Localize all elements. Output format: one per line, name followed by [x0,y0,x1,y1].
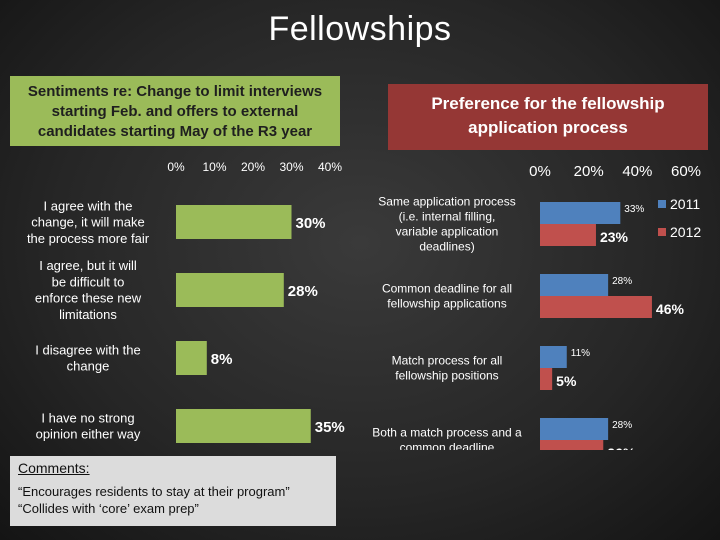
category-label: Same application process (i.e. internal f… [378,195,515,254]
bar [176,273,284,307]
preference-heading-box: Preference for the fellowship applicatio… [388,84,708,150]
bar [176,341,207,375]
data-label: 8% [211,351,233,368]
bar-2012 [540,368,553,390]
data-label: 28% [612,420,632,431]
x-tick-label: 20% [241,160,265,174]
comment-line: “Encourages residents to stay at their p… [18,484,290,499]
data-label: 33% [624,204,644,215]
data-label: 35% [315,419,345,436]
slide-title: Fellowships [268,10,452,48]
preference-bar-chart: 0% 20% 40% 60% Same application process (i.e.… [372,163,701,450]
data-label: 11% [571,348,590,359]
legend-label: 2012 [670,224,701,240]
legend-swatch-2012 [658,228,666,236]
bar-2012 [540,296,652,318]
bar-2011 [540,418,609,440]
x-tick-label: 40% [318,160,342,174]
category-label: Both a match process and a common deadlin… [372,426,522,450]
comments-heading: Comments: [18,460,90,476]
x-tick-label: 10% [202,160,226,174]
category-label: I agree with the change, it will make the … [27,198,150,246]
x-tick-label: 30% [279,160,303,174]
x-tick-label: 0% [167,160,185,174]
data-label: 26% [607,445,636,450]
category-label: Match process for all fellowship position… [392,354,503,383]
x-tick-label: 40% [622,163,652,180]
comments-box: Comments: “Encourages residents to stay … [10,456,336,526]
data-label: 28% [612,276,632,287]
bar-2011 [540,346,567,368]
bar [176,409,311,443]
bar-2012 [540,224,596,246]
data-label: 28% [288,283,318,300]
x-tick-label: 20% [574,163,604,180]
bar-2011 [540,202,621,224]
bar [176,205,292,239]
data-label: 30% [296,215,326,232]
data-label: 23% [600,229,629,245]
sentiments-heading-box: Sentiments re: Change to limit interview… [10,76,340,146]
legend-swatch-2011 [658,200,666,208]
category-label: Common deadline for all fellowship applic… [382,282,512,311]
bar-2011 [540,274,609,296]
bar-2012 [540,440,604,450]
category-label: I have no strong opinion either way [36,410,141,441]
x-tick-label: 60% [671,163,701,180]
sentiments-bar-chart: 0% 10% 20% 30% 40% I agree with the change, it… [27,160,345,443]
data-label: 5% [556,373,577,389]
legend-label: 2011 [670,196,700,212]
category-label: I disagree with the change [35,342,141,373]
category-label: I agree, but it will be difficult to enfor… [35,258,142,322]
x-tick-label: 0% [529,163,551,180]
comment-line: “Collides with ‘core’ exam prep” [18,501,199,516]
data-label: 46% [656,301,685,317]
